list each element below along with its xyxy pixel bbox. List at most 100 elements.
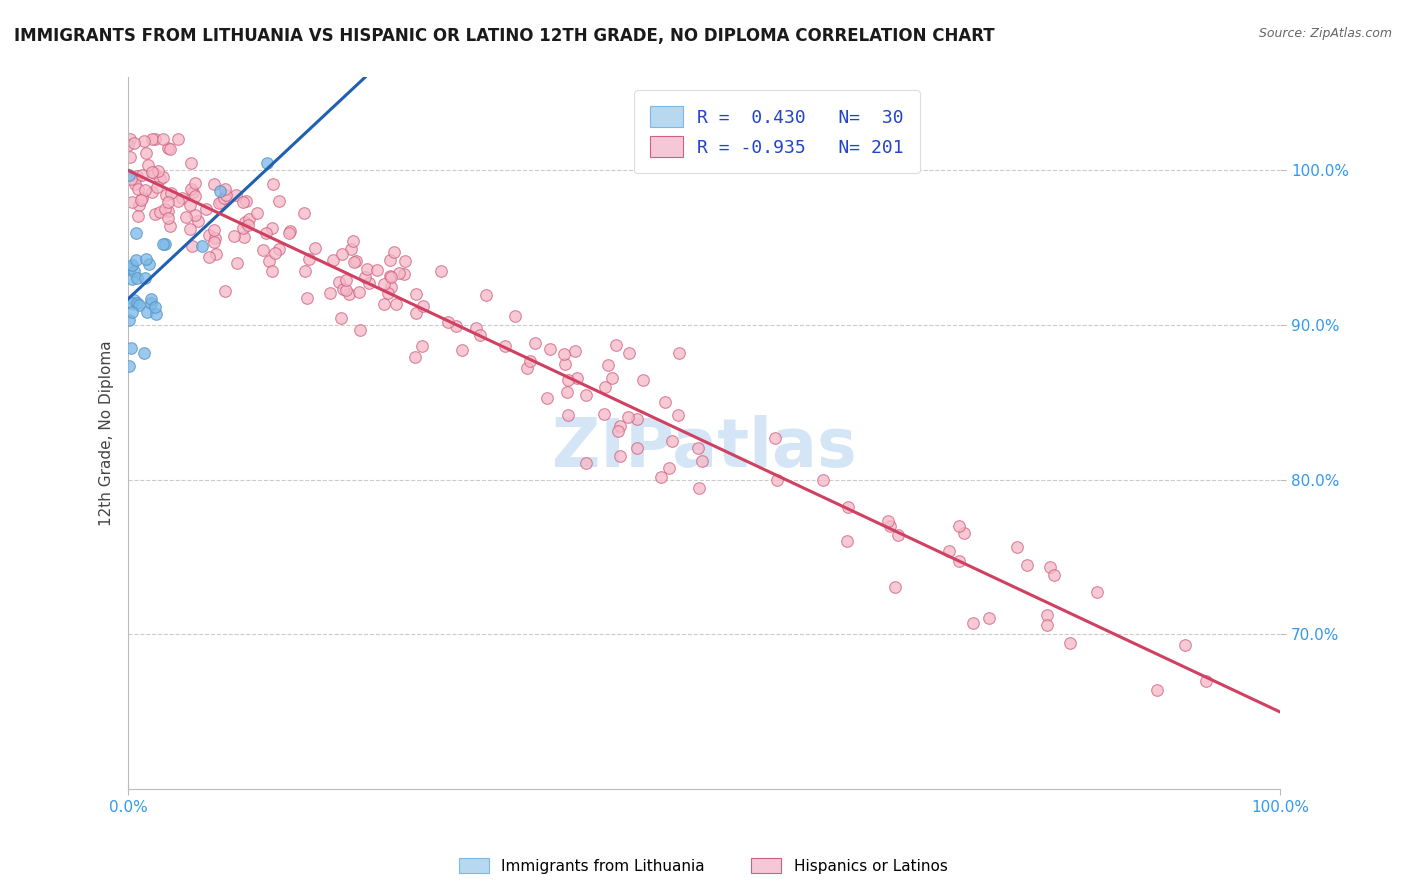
Point bbox=[138, 158, 160, 172]
Point bbox=[222, 229, 245, 244]
Point bbox=[394, 253, 416, 268]
Point bbox=[160, 186, 183, 200]
Point bbox=[626, 411, 648, 425]
Point bbox=[134, 270, 156, 285]
Point bbox=[304, 241, 326, 255]
Point bbox=[404, 350, 426, 364]
Point bbox=[122, 293, 145, 307]
Point bbox=[132, 345, 155, 359]
Point bbox=[953, 526, 976, 541]
Point bbox=[1043, 568, 1066, 582]
Point bbox=[835, 534, 858, 549]
Point bbox=[143, 207, 166, 221]
Point bbox=[650, 470, 672, 484]
Point bbox=[298, 252, 321, 267]
Point bbox=[121, 272, 143, 286]
Point bbox=[118, 313, 141, 327]
Point bbox=[617, 346, 640, 360]
Point bbox=[208, 195, 231, 210]
Point bbox=[145, 180, 167, 194]
Point bbox=[575, 457, 598, 471]
Point bbox=[139, 292, 162, 306]
Point bbox=[366, 263, 388, 277]
Point bbox=[125, 227, 148, 241]
Point bbox=[340, 242, 363, 256]
Point bbox=[617, 409, 640, 424]
Point bbox=[214, 191, 236, 205]
Point bbox=[179, 221, 201, 235]
Point bbox=[688, 441, 710, 455]
Point bbox=[232, 195, 254, 210]
Point bbox=[297, 292, 319, 306]
Point bbox=[344, 254, 367, 268]
Point bbox=[153, 236, 176, 251]
Point bbox=[606, 425, 628, 439]
Point bbox=[141, 185, 163, 199]
Point bbox=[131, 191, 153, 205]
Point bbox=[342, 234, 364, 248]
Point bbox=[1015, 558, 1038, 573]
Point bbox=[118, 168, 141, 182]
Point bbox=[143, 132, 166, 146]
Point bbox=[468, 327, 491, 342]
Point bbox=[143, 300, 166, 314]
Point bbox=[380, 280, 402, 294]
Point bbox=[166, 132, 188, 146]
Point bbox=[149, 204, 172, 219]
Point bbox=[494, 339, 516, 353]
Point bbox=[262, 264, 284, 278]
Point bbox=[377, 286, 399, 301]
Point bbox=[225, 187, 247, 202]
Point bbox=[121, 305, 143, 319]
Point bbox=[575, 388, 598, 402]
Point bbox=[183, 208, 205, 222]
Point bbox=[322, 253, 344, 268]
Point bbox=[557, 373, 579, 387]
Point bbox=[382, 244, 405, 259]
Point bbox=[444, 318, 467, 333]
Point bbox=[1174, 639, 1197, 653]
Point bbox=[592, 407, 614, 421]
Point bbox=[256, 227, 278, 241]
Text: ZIPatlas: ZIPatlas bbox=[553, 415, 856, 481]
Point bbox=[262, 177, 284, 191]
Point bbox=[411, 339, 433, 353]
Point bbox=[354, 270, 377, 285]
Point bbox=[148, 163, 170, 178]
Point bbox=[128, 198, 150, 212]
Point bbox=[194, 202, 217, 216]
Point bbox=[668, 345, 690, 359]
Point bbox=[135, 252, 157, 267]
Point bbox=[166, 194, 188, 208]
Point bbox=[122, 136, 145, 151]
Point bbox=[1085, 585, 1108, 599]
Point bbox=[405, 287, 427, 301]
Point bbox=[654, 395, 676, 409]
Point bbox=[174, 210, 197, 224]
Point bbox=[257, 254, 280, 268]
Point bbox=[246, 206, 269, 220]
Point bbox=[567, 371, 589, 385]
Point bbox=[332, 282, 354, 296]
Point bbox=[191, 239, 214, 253]
Point bbox=[122, 264, 145, 278]
Point bbox=[159, 142, 181, 156]
Point bbox=[1059, 636, 1081, 650]
Point bbox=[328, 275, 350, 289]
Point bbox=[330, 246, 353, 260]
Point bbox=[349, 323, 371, 337]
Point bbox=[209, 195, 232, 210]
Point bbox=[184, 176, 207, 190]
Point bbox=[337, 287, 360, 301]
Point bbox=[157, 141, 180, 155]
Point bbox=[661, 434, 683, 448]
Point bbox=[136, 305, 159, 319]
Point bbox=[536, 391, 558, 405]
Point bbox=[214, 182, 236, 196]
Point bbox=[252, 243, 274, 257]
Point bbox=[198, 250, 221, 264]
Point bbox=[278, 225, 301, 239]
Point bbox=[948, 554, 970, 568]
Point bbox=[813, 473, 835, 487]
Point bbox=[877, 514, 900, 528]
